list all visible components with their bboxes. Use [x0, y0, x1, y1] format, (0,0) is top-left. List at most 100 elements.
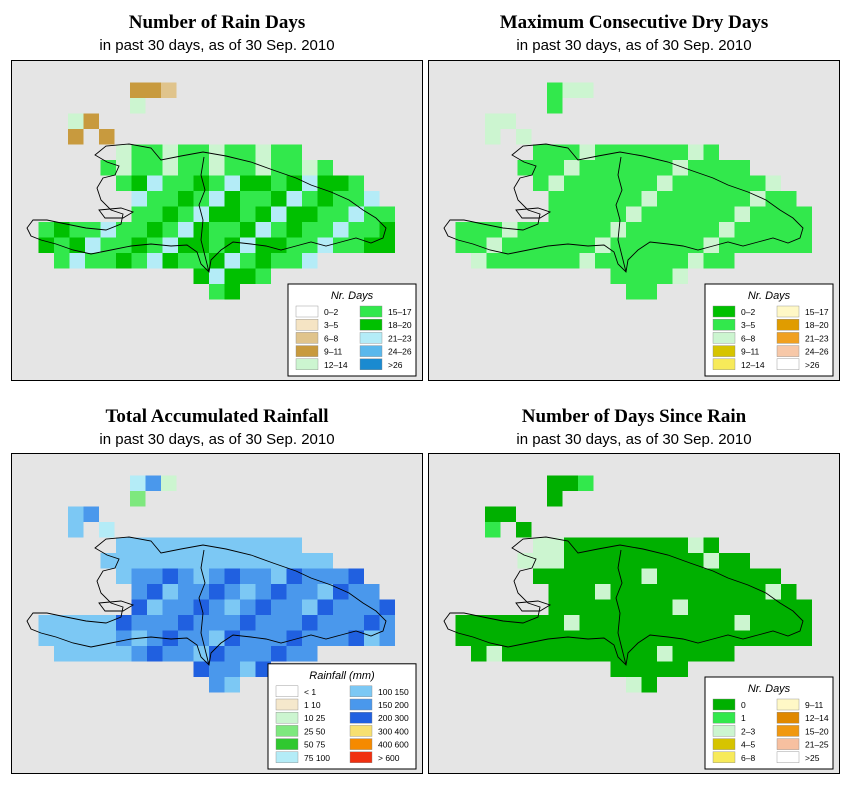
legend-label: 0–2 [324, 307, 338, 317]
grid-cell [734, 206, 750, 222]
grid-cell [178, 646, 194, 662]
grid-cell [595, 160, 611, 176]
grid-cell [734, 599, 750, 615]
grid-cell [471, 630, 487, 646]
map-rain-days: Nr. Days 0–2 3–5 6–8 9–11 12–14 15–17 18–20 21–2… [11, 60, 423, 381]
grid-cell [562, 475, 578, 491]
grid-cell [734, 191, 750, 207]
grid-cell [719, 160, 735, 176]
grid-cell [533, 144, 549, 160]
grid-cell [641, 191, 657, 207]
grid-cell [641, 599, 657, 615]
grid-cell [641, 222, 657, 238]
grid-cell [302, 191, 318, 207]
grid-cell [579, 537, 595, 553]
grid-cell [595, 584, 611, 600]
grid-cell [533, 222, 549, 238]
grid-cell [131, 584, 147, 600]
grid-cell [486, 615, 502, 631]
grid-cell [162, 553, 178, 569]
grid-cell [162, 630, 178, 646]
grid-cell [657, 646, 673, 662]
grid-cell [255, 160, 271, 176]
grid-cell [595, 222, 611, 238]
grid-cell [626, 630, 642, 646]
grid-cell [178, 584, 194, 600]
grid-cell [209, 661, 225, 677]
grid-cell [703, 237, 719, 253]
grid-cell [162, 237, 178, 253]
grid-cell [719, 630, 735, 646]
grid-cell [240, 615, 256, 631]
grid-cell [162, 206, 178, 222]
grid-cell [209, 284, 225, 300]
grid-cell [626, 661, 642, 677]
grid-cell [54, 630, 70, 646]
grid-cell [641, 553, 657, 569]
grid-cell [533, 253, 549, 269]
grid-cell [548, 553, 564, 569]
grid-cell [657, 630, 673, 646]
legend-label: 10 25 [304, 713, 326, 723]
grid-cell [286, 553, 302, 569]
grid-cell [765, 568, 781, 584]
grid-cell [255, 599, 271, 615]
legend-swatch [275, 751, 299, 763]
legend-swatch [359, 305, 383, 318]
grid-cell [533, 175, 549, 191]
grid-cell [116, 222, 132, 238]
grid-cell [116, 160, 132, 176]
grid-cell [502, 615, 518, 631]
grid-cell [302, 237, 318, 253]
grid-cell [657, 237, 673, 253]
legend-label: 3–5 [741, 320, 755, 330]
grid-cell [657, 175, 673, 191]
grid-cell [657, 144, 673, 160]
grid-cell [796, 599, 812, 615]
grid-cell [302, 222, 318, 238]
grid-cell [548, 537, 564, 553]
legend-swatch [295, 319, 319, 331]
grid-cell [500, 113, 516, 129]
grid-cell [734, 584, 750, 600]
grid-cell [302, 646, 318, 662]
grid-cell [83, 113, 99, 129]
grid-cell [162, 191, 178, 207]
grid-cell [641, 677, 657, 693]
grid-cell [38, 615, 54, 631]
legend: Nr. Days 0–2 3–5 6–8 9–11 12–14 15–17 18–20 21–2… [287, 283, 417, 377]
legend-swatch [295, 305, 319, 318]
grid-cell [317, 222, 333, 238]
legend-label: 6–8 [741, 333, 755, 343]
grid-cell [796, 206, 812, 222]
grid-cell [796, 630, 812, 646]
grid-cell [99, 129, 115, 145]
grid-cell [579, 253, 595, 269]
grid-cell [131, 175, 147, 191]
grid-cell [626, 599, 642, 615]
grid-cell [317, 175, 333, 191]
grid-cell [193, 222, 209, 238]
grid-cell [517, 615, 533, 631]
island-coastline [98, 600, 135, 612]
grid-cell [471, 253, 487, 269]
legend-swatch [349, 751, 373, 763]
grid-cell [224, 175, 240, 191]
grid-cell [610, 237, 626, 253]
grid-cell [610, 268, 626, 284]
grid-cell [750, 615, 766, 631]
grid-cell [579, 553, 595, 569]
grid-cell [193, 237, 209, 253]
grid-cell [548, 568, 564, 584]
grid-cell [85, 222, 101, 238]
grid-cell [486, 646, 502, 662]
grid-cell [193, 553, 209, 569]
country-border [198, 156, 210, 273]
grid-cell [781, 222, 797, 238]
legend-swatch [349, 712, 373, 724]
grid-cell [562, 82, 578, 98]
grid-cell [162, 222, 178, 238]
country-border [198, 549, 210, 666]
grid-cell [255, 615, 271, 631]
legend-swatch [359, 319, 383, 331]
